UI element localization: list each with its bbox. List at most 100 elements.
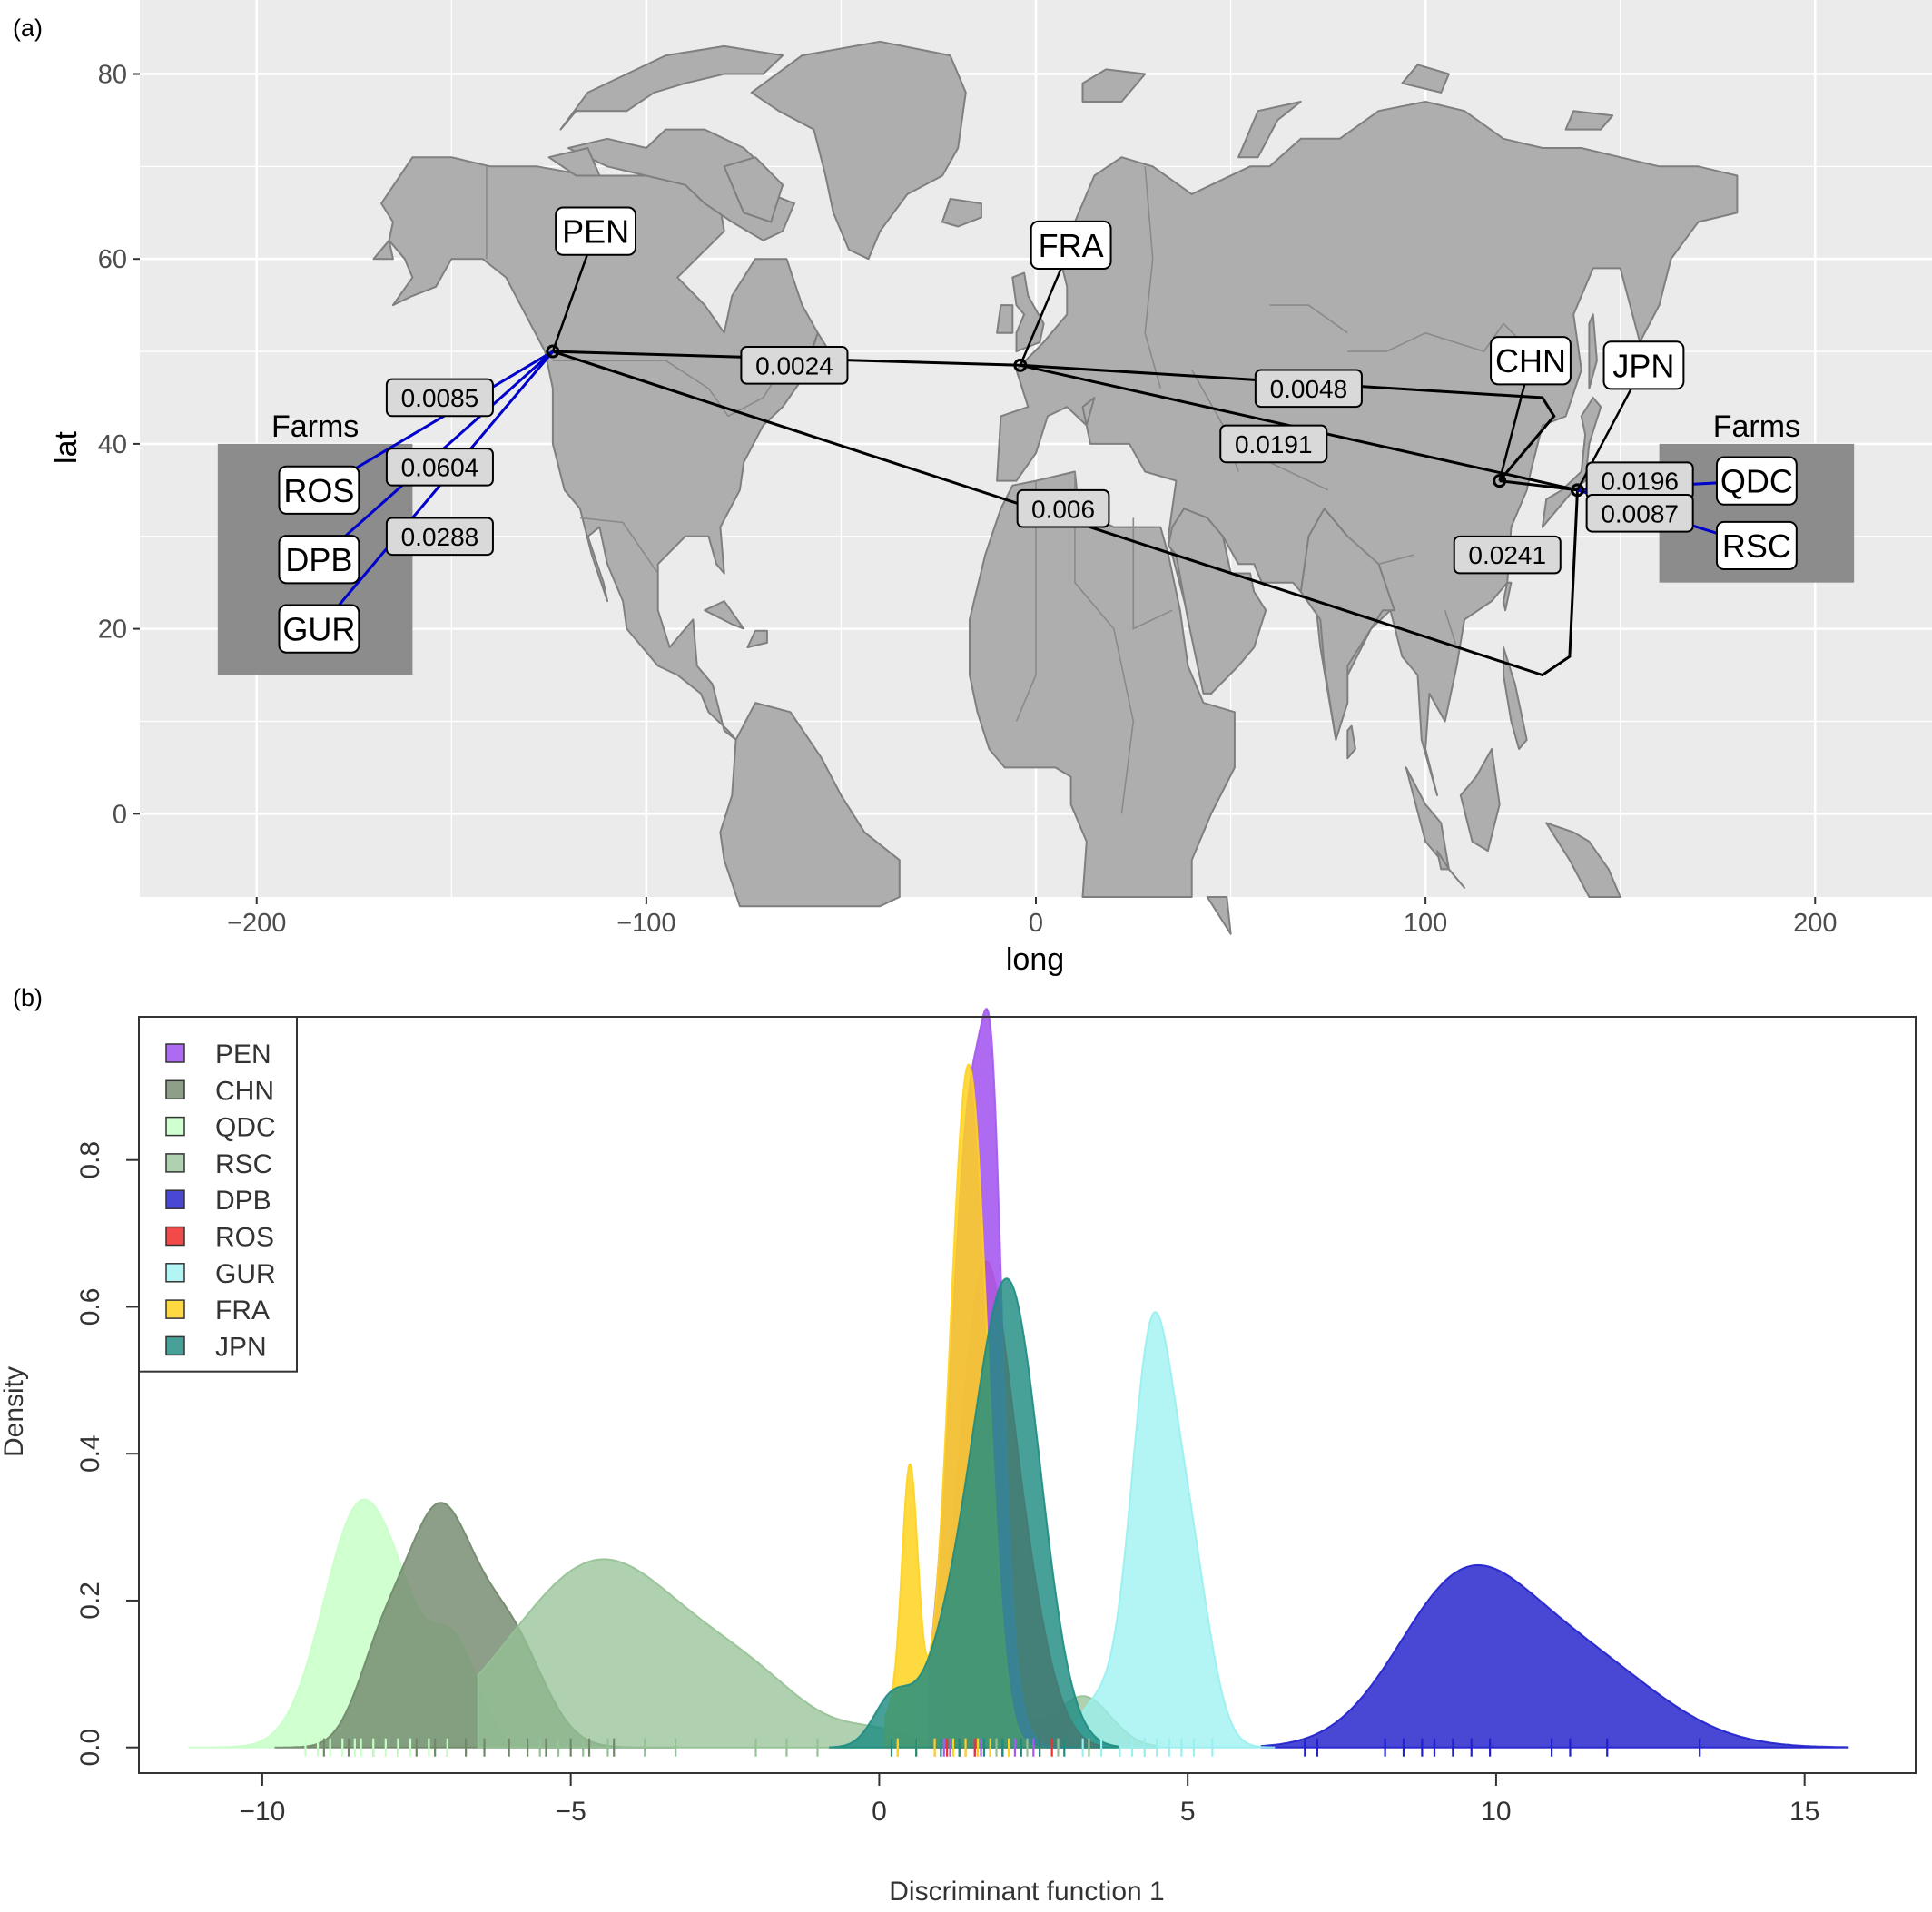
density-x-tick-label: 15 bbox=[1789, 1797, 1819, 1827]
map-farm-label-text: DPB bbox=[285, 541, 352, 578]
map-landmass-sumatra-south bbox=[1436, 850, 1450, 871]
map-distance-line-pen-gur bbox=[318, 350, 555, 630]
map-distance-label-box bbox=[1585, 493, 1694, 533]
map-landmass-hispaniola bbox=[746, 629, 768, 648]
panel-a-map: Farms Farms 0.0024 0.0048 0.0191 0.006 0.0241… bbox=[49, 0, 1932, 977]
density-legend-label: RSC bbox=[215, 1149, 272, 1179]
density-y-axis-label: Density bbox=[0, 1366, 29, 1457]
map-y-tick-label: 60 bbox=[98, 245, 127, 274]
map-site-label: JPN bbox=[1602, 340, 1685, 390]
density-plot-frame bbox=[138, 1016, 1917, 1774]
map-distance-label-box bbox=[385, 517, 494, 557]
density-x-tick-label: 0 bbox=[872, 1797, 887, 1827]
density-legend-label: QDC bbox=[215, 1113, 276, 1143]
density-legend-label: JPN bbox=[215, 1332, 267, 1362]
density-legend-swatch-jpn bbox=[165, 1335, 185, 1356]
panel-b-density: −10 −5 0 5 10 15 0.0 0.2 0.4 0.6 0.8 PEN CHN QDC RSC D… bbox=[0, 1008, 1917, 1907]
map-site-point-jpn bbox=[1570, 483, 1584, 498]
density-x-tick-label: 10 bbox=[1481, 1797, 1511, 1827]
map-country-border bbox=[1269, 461, 1329, 491]
map-country-border bbox=[1346, 536, 1414, 566]
map-x-tick-label: 0 bbox=[1029, 909, 1043, 938]
map-country-border bbox=[1444, 609, 1458, 648]
map-distance-label: 0.0085 bbox=[385, 378, 494, 418]
map-site-point-pen bbox=[546, 344, 560, 359]
map-distance-label-text: 0.0087 bbox=[1601, 499, 1679, 527]
map-landmass-greenland bbox=[750, 40, 967, 261]
map-distance-label-text: 0.0085 bbox=[401, 384, 479, 412]
map-distance-label-box bbox=[385, 378, 494, 418]
density-axes: −10 −5 0 5 10 15 0.0 0.2 0.4 0.6 0.8 bbox=[75, 1141, 1819, 1827]
map-country-border bbox=[1015, 480, 1037, 722]
map-distance-label-box bbox=[1219, 424, 1328, 464]
density-y-tick-label: 0.6 bbox=[75, 1288, 105, 1326]
map-site-label-box bbox=[1490, 336, 1572, 386]
density-rug bbox=[304, 1738, 1701, 1757]
map-country-border bbox=[579, 517, 659, 574]
map-x-tick-label: 100 bbox=[1404, 909, 1447, 938]
map-distance-label-text: 0.0048 bbox=[1270, 375, 1348, 403]
map-distance-label: 0.0604 bbox=[385, 448, 494, 487]
density-legend-label: PEN bbox=[215, 1040, 271, 1069]
map-farm-label-text: RSC bbox=[1722, 527, 1791, 565]
map-site-point-fra bbox=[1013, 358, 1028, 372]
map-site-labels: PEN FRA CHN JPN ROS DPB GUR QDC RSC bbox=[278, 206, 1798, 654]
map-landmass-alaska-islands bbox=[372, 239, 394, 261]
map-distance-label-text: 0.0191 bbox=[1235, 430, 1313, 458]
density-legend-label: FRA bbox=[215, 1296, 270, 1326]
map-site-label-text: JPN bbox=[1612, 347, 1674, 384]
density-legend-swatch-gur bbox=[165, 1263, 185, 1283]
map-distance-label-text: 0.0196 bbox=[1601, 468, 1679, 496]
density-area-gur bbox=[1044, 1311, 1276, 1749]
map-distance-label-box bbox=[1016, 488, 1110, 528]
map-farm-label-box bbox=[278, 465, 360, 515]
map-farm-label: GUR bbox=[278, 604, 360, 654]
map-site-label: FRA bbox=[1030, 220, 1112, 271]
map-distance-label: 0.0191 bbox=[1219, 424, 1328, 464]
density-area-dpb bbox=[1260, 1563, 1849, 1749]
map-country-border bbox=[1132, 517, 1173, 630]
map-y-tick-label: 20 bbox=[98, 616, 127, 645]
map-distance-label-box bbox=[740, 346, 849, 385]
density-y-tick-label: 0.2 bbox=[75, 1582, 105, 1620]
map-farm-label: QDC bbox=[1715, 456, 1798, 506]
map-landmass-sakhalin bbox=[1588, 313, 1598, 389]
map-landmass-borneo bbox=[1459, 748, 1501, 853]
map-landmass-madagascar bbox=[1206, 896, 1232, 935]
map-distance-label: 0.0024 bbox=[740, 346, 849, 385]
map-country-border bbox=[1144, 166, 1162, 389]
density-legend-box bbox=[138, 1016, 298, 1373]
map-landmass-ireland bbox=[996, 304, 1014, 334]
map-farm-label-box bbox=[1715, 520, 1798, 571]
map-x-tick-label: −200 bbox=[227, 909, 286, 938]
map-distance-label-text: 0.0241 bbox=[1468, 541, 1546, 569]
map-landmass-north-america bbox=[380, 156, 819, 741]
map-distance-label: 0.0048 bbox=[1254, 369, 1363, 409]
map-farm-label-box bbox=[278, 535, 360, 585]
map-axes: −200 −100 0 100 200 0 20 40 60 80 bbox=[98, 60, 1838, 938]
density-x-tick-label: −10 bbox=[239, 1797, 285, 1827]
map-site-label-text: PEN bbox=[562, 213, 629, 251]
map-landmass-taiwan bbox=[1503, 581, 1513, 612]
map-landmass-cuba bbox=[704, 600, 745, 630]
map-distance-line-chn-jpn bbox=[1499, 479, 1578, 492]
map-farm-label: ROS bbox=[278, 465, 360, 515]
map-site-label-text: FRA bbox=[1039, 227, 1104, 264]
density-legend-label: CHN bbox=[215, 1076, 274, 1106]
map-landmass-novaya-zemlya bbox=[1237, 101, 1302, 159]
map-y-tick-label: 0 bbox=[113, 800, 127, 829]
map-landmass-canadian-arctic-2 bbox=[559, 44, 784, 131]
density-areas bbox=[188, 1008, 1849, 1749]
map-landmass-arabia bbox=[1167, 508, 1267, 695]
map-landmass-new-siberian-islands bbox=[1564, 110, 1614, 131]
panel-b-label: (b) bbox=[13, 984, 43, 1011]
density-x-tick-label: −5 bbox=[556, 1797, 586, 1827]
density-legend-swatch-ros bbox=[165, 1226, 185, 1247]
density-legend-label: DPB bbox=[215, 1186, 271, 1216]
density-y-tick-label: 0.0 bbox=[75, 1729, 105, 1767]
map-farm-label: DPB bbox=[278, 535, 360, 585]
map-farm-label-text: QDC bbox=[1720, 463, 1793, 500]
map-distance-label: 0.0241 bbox=[1453, 535, 1562, 575]
map-x-axis-label: long bbox=[1006, 942, 1064, 977]
map-site-label: PEN bbox=[555, 206, 637, 256]
